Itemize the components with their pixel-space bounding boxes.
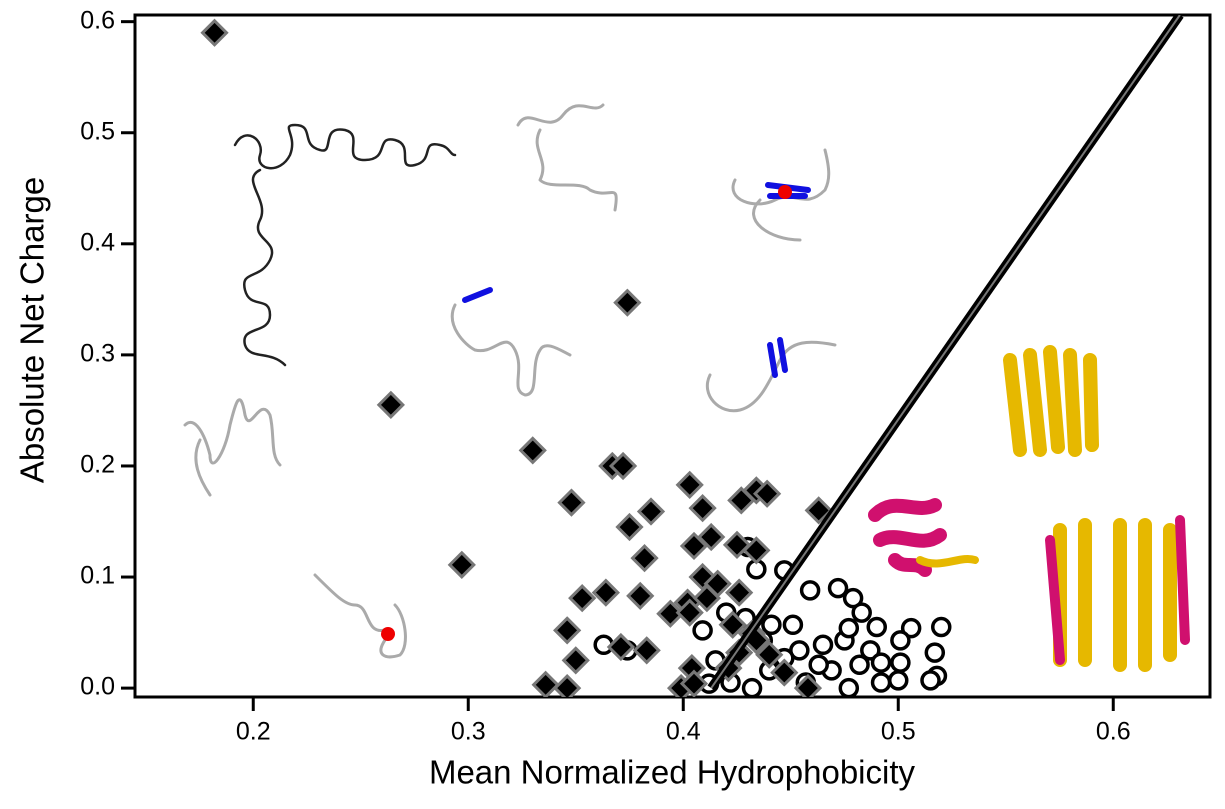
disordered-chain xyxy=(233,123,457,367)
diamond-point xyxy=(742,536,771,565)
circle-point xyxy=(851,602,872,623)
beta-barrel xyxy=(1003,345,1099,457)
helix-blob xyxy=(778,185,792,199)
diamond-point xyxy=(531,670,560,697)
diamond-point xyxy=(675,470,704,499)
y-axis-title: Absolute Net Charge xyxy=(14,177,51,483)
circle-point xyxy=(870,672,892,693)
diamond-point xyxy=(557,488,586,517)
chain xyxy=(516,103,618,212)
circle-point xyxy=(849,654,870,676)
chain xyxy=(451,303,572,397)
helical-protein xyxy=(916,554,979,568)
diamond-point xyxy=(200,18,229,47)
diamond-point xyxy=(376,390,405,419)
circle-point xyxy=(924,642,946,663)
y-tick-label: 0.6 xyxy=(80,6,115,34)
diamond-point xyxy=(697,522,726,552)
helical-protein xyxy=(868,498,947,577)
circle-point xyxy=(812,634,834,656)
diamond-point xyxy=(688,494,717,523)
strand xyxy=(462,287,493,303)
x-axis-title: Mean Normalized Hydrophobicity xyxy=(429,754,916,791)
diamond-point xyxy=(626,581,655,611)
circle-point xyxy=(900,617,922,639)
y-tick-label: 0.2 xyxy=(80,451,115,479)
membrane-protein xyxy=(1053,518,1177,672)
diamond-point xyxy=(755,640,784,669)
y-tick-label: 0.5 xyxy=(80,117,115,145)
diamond-point xyxy=(636,497,666,526)
strand xyxy=(767,337,788,378)
circle-point xyxy=(870,652,892,673)
y-tick-label: 0.3 xyxy=(80,339,115,367)
diamond-point xyxy=(630,544,659,573)
diamond-point xyxy=(793,673,823,697)
chain xyxy=(313,573,407,659)
diamond-point xyxy=(615,512,644,542)
diamond-point xyxy=(770,658,799,687)
helix-blob xyxy=(381,627,395,641)
diamond-point xyxy=(608,451,638,481)
circle-point xyxy=(888,670,909,691)
diamond-point xyxy=(591,578,620,607)
y-tick-label: 0.4 xyxy=(80,228,115,256)
diamond-point xyxy=(692,584,722,613)
circle-point xyxy=(866,616,887,638)
x-tick-label: 0.3 xyxy=(451,718,486,746)
diamond-point xyxy=(447,550,476,579)
diamond-point xyxy=(613,288,642,317)
diamond-point xyxy=(632,636,661,665)
circle-point xyxy=(890,652,911,673)
y-tick-label: 0.1 xyxy=(80,562,115,590)
circle-point xyxy=(782,614,804,636)
x-tick-label: 0.4 xyxy=(666,718,701,746)
diamond-point xyxy=(679,669,709,697)
diamond-point xyxy=(656,599,685,628)
boundary-line xyxy=(710,15,1181,689)
circle-point xyxy=(860,640,881,661)
circle-point xyxy=(890,630,911,651)
y-tick-label: 0.0 xyxy=(80,673,115,701)
circle-point xyxy=(838,617,860,639)
diamond-point xyxy=(553,673,582,697)
plot-area xyxy=(200,15,1184,697)
circle-point xyxy=(931,616,952,638)
x-tick-label: 0.2 xyxy=(236,718,271,746)
x-tick-label: 0.5 xyxy=(881,718,916,746)
x-tick-label: 0.6 xyxy=(1096,718,1131,746)
diamond-point xyxy=(804,496,833,525)
circle-point xyxy=(799,580,821,601)
circle-point xyxy=(808,654,829,676)
circle-point xyxy=(761,614,782,636)
circle-point xyxy=(838,677,860,697)
circle-point xyxy=(920,670,941,691)
chain xyxy=(705,340,837,413)
diamond-point xyxy=(518,436,547,465)
diamond-point xyxy=(725,578,754,607)
membrane-protein xyxy=(1045,515,1190,665)
circle-point xyxy=(692,620,713,641)
diamond-point xyxy=(561,646,590,675)
structure-illustrations xyxy=(183,103,1190,672)
diamond-point xyxy=(568,584,597,613)
diamond-point xyxy=(675,598,704,627)
chain xyxy=(183,398,282,497)
diamond-point xyxy=(718,610,747,639)
diamond-point xyxy=(752,479,782,508)
circle-point xyxy=(827,577,849,599)
diamond-point xyxy=(606,632,636,662)
diamond-point xyxy=(553,616,582,645)
circle-point xyxy=(741,677,763,697)
circle-point xyxy=(842,587,864,609)
